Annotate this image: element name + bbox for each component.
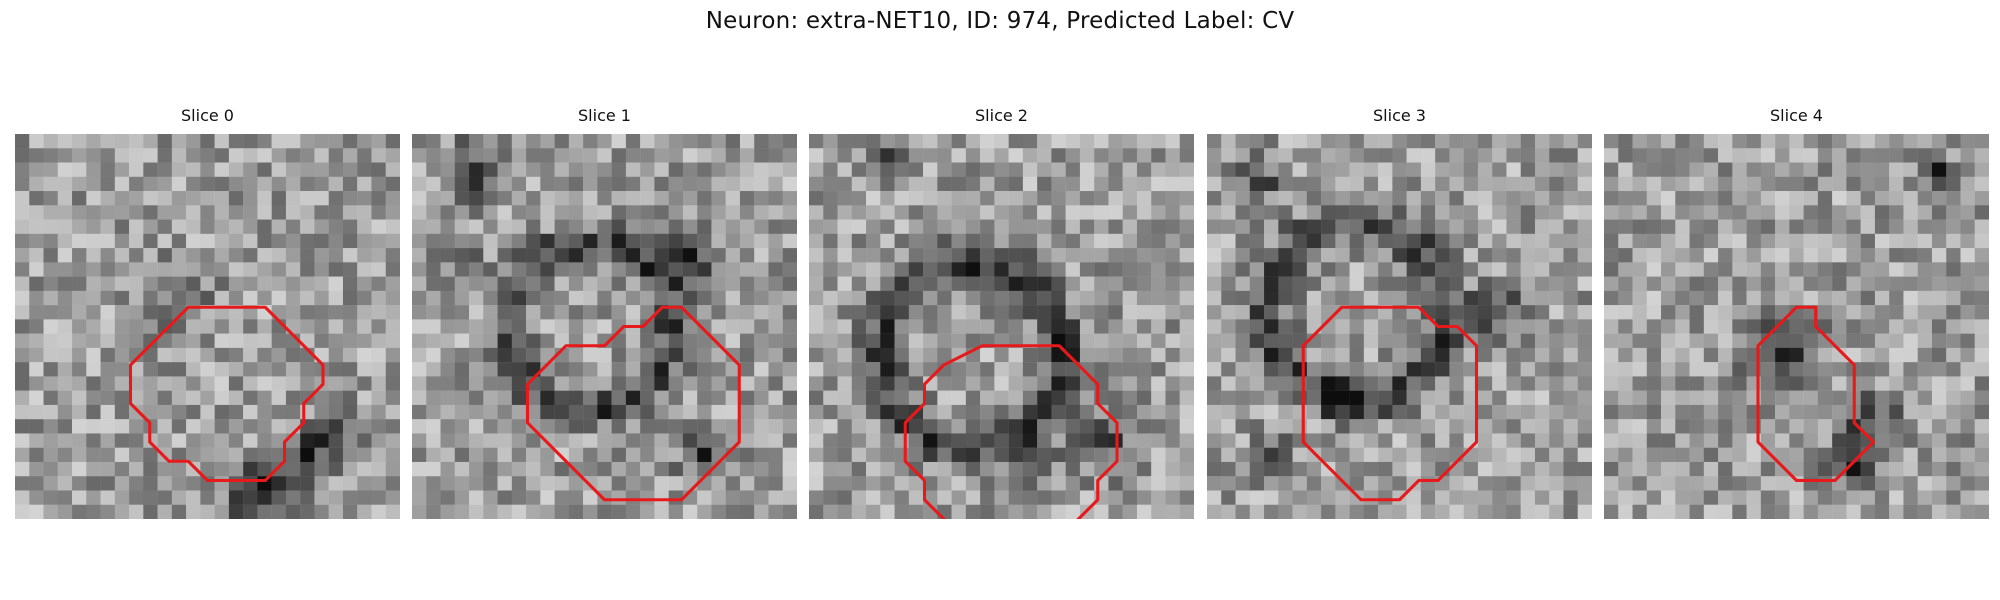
slice-4-title: Slice 4 — [1770, 106, 1823, 125]
slice-2-image — [809, 134, 1194, 519]
slice-4-pixels — [1604, 134, 1989, 519]
slice-0-title: Slice 0 — [181, 106, 234, 125]
slice-3-image — [1207, 134, 1592, 519]
slice-2-contour — [903, 344, 1119, 519]
slice-0-pixels — [15, 134, 400, 519]
slice-1-image — [412, 134, 797, 519]
slice-1-title: Slice 1 — [578, 106, 631, 125]
slice-1-pixels — [412, 134, 797, 519]
slice-3-contour — [1301, 305, 1479, 502]
slice-2-title: Slice 2 — [975, 106, 1028, 125]
slice-4-contour — [1756, 305, 1876, 483]
slice-0-contour — [128, 305, 325, 483]
slice-3-pixels — [1207, 134, 1592, 519]
figure-title: Neuron: extra-NET10, ID: 974, Predicted … — [705, 8, 1295, 34]
slice-0-image — [15, 134, 400, 519]
slice-3-title: Slice 3 — [1373, 106, 1426, 125]
slice-2-pixels — [809, 134, 1194, 519]
slice-1-contour — [525, 305, 741, 502]
slice-4-image — [1604, 134, 1989, 519]
